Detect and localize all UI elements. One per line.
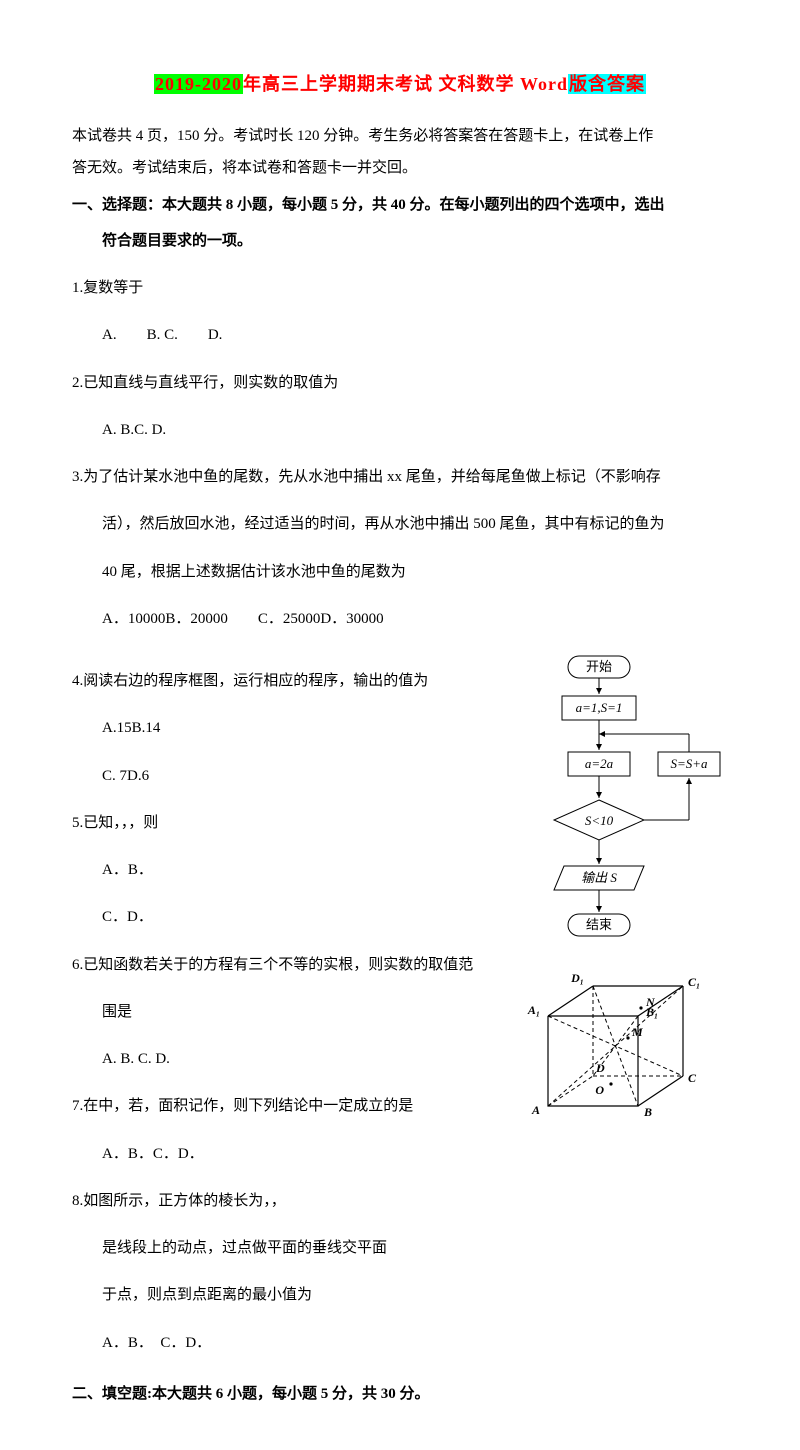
flowchart-row: 4.阅读右边的程序框图，运行相应的程序，输出的值为 A.15B.14 C. 7D… xyxy=(72,650,728,1374)
question-3-line-3: 40 尾，根据上述数据估计该水池中鱼的尾数为 xyxy=(72,556,728,588)
title-mid: 年高三上学期期末考试 文科数学 Word xyxy=(243,74,568,94)
question-5: 5.已知，，，则 xyxy=(72,807,512,839)
title-tail-highlight: 版含答案 xyxy=(568,74,646,94)
cube-diagram: A₁ B₁ C₁ D₁ A B C D M N O xyxy=(518,966,708,1126)
intro-line-2: 答无效。考试结束后，将本试卷和答题卡一并交回。 xyxy=(72,152,728,184)
question-3-options: A．10000B．20000 C．25000D．30000 xyxy=(72,603,728,635)
question-2: 2.已知直线与直线平行，则实数的取值为 xyxy=(72,367,728,399)
flow-end-label: 结束 xyxy=(586,917,612,932)
title-year-highlight: 2019-2020 xyxy=(154,74,243,94)
question-1-options: A. B. C. D. xyxy=(72,319,728,351)
cube-O-label: O xyxy=(595,1083,604,1097)
flow-acc-label: S=S+a xyxy=(670,756,708,771)
question-6-line-2: 围是 xyxy=(72,996,512,1028)
cube-C-label: C xyxy=(688,1071,697,1085)
question-5-options-1: A．B． xyxy=(72,854,512,886)
flow-start-label: 开始 xyxy=(586,659,612,674)
flow-step-label: a=2a xyxy=(585,756,614,771)
question-6-options: A. B. C. D. xyxy=(72,1043,512,1075)
question-8-line-3: 于点，则点到点距离的最小值为 xyxy=(72,1279,512,1311)
cube-A-label: A xyxy=(531,1103,540,1117)
question-4-options-2: C. 7D.6 xyxy=(72,760,512,792)
cube-B-label: B xyxy=(643,1105,652,1119)
question-8-line-2: 是线段上的动点，过点做平面的垂线交平面 xyxy=(72,1232,512,1264)
question-5-options-2: C．D． xyxy=(72,901,512,933)
question-8-line-1: 8.如图所示，正方体的棱长为，， xyxy=(72,1185,512,1217)
questions-4-8-block: 4.阅读右边的程序框图，运行相应的程序，输出的值为 A.15B.14 C. 7D… xyxy=(72,650,512,1374)
flowchart-diagram: 开始 a=1,S=1 a=2a S=S+a S<10 xyxy=(518,650,728,960)
section-2-heading: 二、填空题:本大题共 6 小题，每小题 5 分，共 30 分。 xyxy=(72,1378,728,1410)
section-1-heading-line-2: 符合题目要求的一项。 xyxy=(72,225,728,257)
cube-N-label: N xyxy=(645,995,656,1009)
figures-column: 开始 a=1,S=1 a=2a S=S+a S<10 xyxy=(512,650,728,1126)
question-4-options-1: A.15B.14 xyxy=(72,712,512,744)
question-1: 1.复数等于 xyxy=(72,272,728,304)
question-4: 4.阅读右边的程序框图，运行相应的程序，输出的值为 xyxy=(72,665,512,697)
page-title: 2019-2020年高三上学期期末考试 文科数学 Word版含答案 xyxy=(72,70,728,96)
question-3-line-2: 活），然后放回水池，经过适当的时间，再从水池中捕出 500 尾鱼，其中有标记的鱼… xyxy=(72,508,728,540)
flow-init-label: a=1,S=1 xyxy=(576,700,623,715)
cube-D1-label: D₁ xyxy=(570,971,584,985)
question-6-line-1: 6.已知函数若关于的方程有三个不等的实根，则实数的取值范 xyxy=(72,949,512,981)
question-7: 7.在中，若，面积记作，则下列结论中一定成立的是 xyxy=(72,1090,512,1122)
section-1-heading-line-1: 一、选择题：本大题共 8 小题，每小题 5 分，共 40 分。在每小题列出的四个… xyxy=(72,189,728,221)
cube-C1-label: C₁ xyxy=(688,975,700,989)
cube-D-label: D xyxy=(595,1061,605,1075)
exam-page: 2019-2020年高三上学期期末考试 文科数学 Word版含答案 本试卷共 4… xyxy=(0,0,800,1450)
question-8-options: A．B． C．D． xyxy=(72,1327,512,1359)
question-7-options: A．B．C．D． xyxy=(72,1138,512,1170)
cube-A1-label: A₁ xyxy=(527,1003,540,1017)
flow-out-label: 输出 S xyxy=(581,870,617,885)
question-3-line-1: 3.为了估计某水池中鱼的尾数，先从水池中捕出 xx 尾鱼，并给每尾鱼做上标记（不… xyxy=(72,461,728,493)
question-2-options: A. B.C. D. xyxy=(72,414,728,446)
flow-cond-label: S<10 xyxy=(585,813,614,828)
cube-M-label: M xyxy=(631,1025,643,1039)
intro-line-1: 本试卷共 4 页，150 分。考试时长 120 分钟。考生务必将答案答在答题卡上… xyxy=(72,120,728,152)
